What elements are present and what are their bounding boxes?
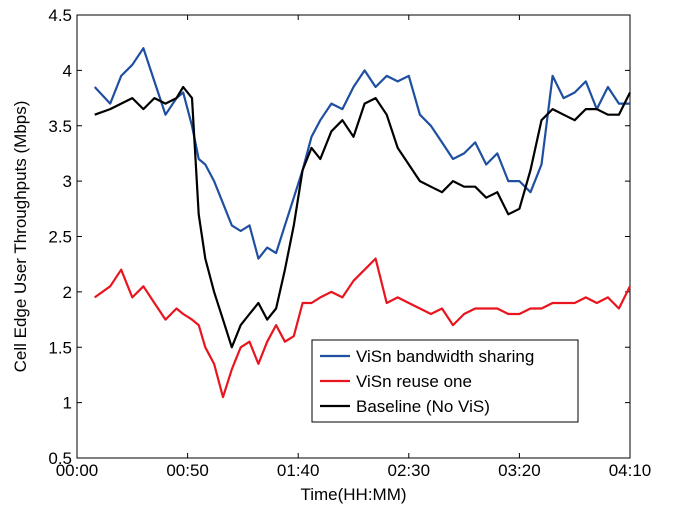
x-tick-label: 02:30 <box>388 461 431 480</box>
y-tick-label: 2.5 <box>48 228 72 247</box>
legend-label-2: ViSn reuse one <box>356 372 472 391</box>
legend: ViSn bandwidth sharing ViSn reuse one Base… <box>311 339 579 423</box>
y-axis-label: Cell Edge User Throughputs (Mbps) <box>11 101 30 373</box>
y-tick-label: 0.5 <box>48 449 72 468</box>
series-line-1 <box>93 47 630 260</box>
y-tick-label: 4 <box>63 61 72 80</box>
series-line-3 <box>94 85 631 349</box>
y-tick-label: 3 <box>63 172 72 191</box>
x-axis-label: Time(HH:MM) <box>300 485 406 504</box>
x-tick-label: 04:10 <box>609 461 652 480</box>
y-tick-label: 3.5 <box>48 117 72 136</box>
legend-label-1: ViSn bandwidth sharing <box>356 347 534 366</box>
y-tick-label: 2 <box>63 283 72 302</box>
y-tick-label: 1 <box>63 394 72 413</box>
series-line-2 <box>94 257 631 399</box>
series-layer <box>93 47 631 399</box>
y-tick-label: 1.5 <box>48 338 72 357</box>
x-tick-label: 00:50 <box>166 461 209 480</box>
legend-label-3: Baseline (No ViS) <box>356 397 490 416</box>
x-tick-label: 01:40 <box>277 461 320 480</box>
x-tick-label: 00:00 <box>56 461 99 480</box>
axis-ticks: 00:00 00:50 01:40 02:30 03:20 04:10 0.5 1 1.5 2 2.… <box>48 6 651 480</box>
y-tick-label: 4.5 <box>48 6 72 25</box>
x-tick-label: 03:20 <box>498 461 541 480</box>
legend-box <box>311 339 579 423</box>
